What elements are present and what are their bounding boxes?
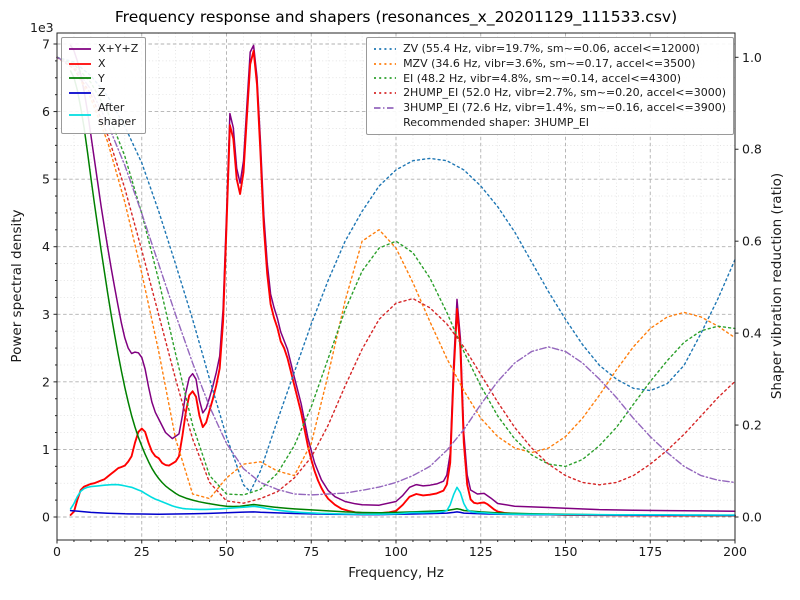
x-tick-label: 0	[53, 544, 61, 559]
x-tick-label: 25	[134, 544, 150, 559]
legend-line-sample	[374, 48, 397, 50]
legend-entry-y: Y	[68, 72, 138, 86]
legend-line-sample	[374, 107, 397, 109]
legend-label-recommendation: Recommended shaper: 3HUMP_EI	[403, 115, 590, 129]
series-group	[56, 44, 736, 517]
chart-title: Frequency response and shapers (resonanc…	[114, 8, 678, 26]
legend-label-ei: EI (48.2 Hz, vibr=4.8%, sm~=0.14, accel<…	[403, 71, 682, 85]
legend-label-xyz: X+Y+Z	[98, 42, 139, 55]
ticks	[53, 43, 739, 544]
legend-entry-3hump_ei: 3HUMP_EI (72.6 Hz, vibr=1.4%, sm~=0.16, …	[373, 101, 726, 115]
legend-entry-mzv: MZV (34.6 Hz, vibr=3.6%, sm~=0.17, accel…	[373, 57, 726, 71]
legend-entry-ei: EI (48.2 Hz, vibr=4.8%, sm~=0.14, accel<…	[373, 72, 726, 86]
tick-labels: 0 25 50 75 100 125 150 175 200 0 1 2 3 4 5 6 7 0.0 0.2 0.4 0…	[42, 37, 762, 560]
series-2hump_ei-line	[56, 56, 736, 504]
x-tick-label: 175	[638, 544, 662, 559]
x-axis-label: Frequency, Hz	[348, 565, 444, 581]
series-x-line	[69, 49, 736, 517]
y-right-tick-label: 1.0	[742, 50, 762, 65]
y-right-tick-label: 0.6	[742, 234, 762, 249]
legend-label-zv: ZV (55.4 Hz, vibr=19.7%, sm~=0.06, accel…	[403, 42, 700, 55]
series-y-line	[69, 70, 736, 517]
legend-line-sample	[69, 77, 91, 80]
y-left-tick-label: 6	[42, 104, 50, 119]
legend-line-sample	[69, 48, 91, 50]
legend-label-y: Y	[98, 71, 105, 85]
legend-entry-2hump_ei: 2HUMP_EI (52.0 Hz, vibr=2.7%, sm~=0.20, …	[373, 86, 726, 100]
legend-label-z: Z	[98, 86, 106, 100]
series-3hump_ei-line	[56, 56, 736, 496]
series-zv-line	[56, 56, 736, 493]
x-tick-label: 125	[469, 544, 493, 559]
legend-line-sample	[374, 62, 397, 65]
legend-entry-xyz: X+Y+Z	[68, 42, 138, 56]
x-tick-label: 75	[303, 544, 319, 559]
y-right-tick-label: 0.0	[742, 510, 762, 525]
x-tick-label: 50	[219, 544, 235, 559]
y-right-tick-label: 0.8	[742, 142, 762, 157]
legend-line-sample	[373, 118, 397, 128]
x-tick-label: 100	[384, 544, 408, 559]
legend-line-sample	[374, 92, 397, 94]
y-axis-label-right: Shaper vibration reduction (ratio)	[769, 172, 785, 400]
y-left-tick-label: 3	[42, 307, 50, 322]
y-left-tick-label: 2	[42, 374, 50, 389]
y-left-tick-label: 7	[42, 37, 50, 52]
x-tick-label: 200	[723, 544, 747, 559]
legend-entry-zv: ZV (55.4 Hz, vibr=19.7%, sm~=0.06, accel…	[373, 42, 726, 56]
legend-line-sample	[69, 113, 91, 116]
legend-entry-x: X	[68, 57, 138, 71]
legend-line-sample	[69, 92, 91, 94]
legend-line-sample	[69, 62, 91, 65]
y-axis-label-left: Power spectral density	[9, 209, 25, 363]
legend-label-3hump_ei: 3HUMP_EI (72.6 Hz, vibr=1.4%, sm~=0.16, …	[403, 101, 726, 114]
legend-label-mzv: MZV (34.6 Hz, vibr=3.6%, sm~=0.17, accel…	[403, 56, 696, 70]
y-left-tick-label: 4	[42, 239, 50, 254]
y-left-tick-label: 0	[42, 510, 50, 525]
legend-line-sample	[374, 77, 397, 80]
series-mzv-line	[56, 56, 736, 500]
x-tick-label: 150	[554, 544, 578, 559]
y-left-tick-label: 1	[42, 442, 50, 457]
legend-entry-recommendation: Recommended shaper: 3HUMP_EI	[373, 116, 726, 130]
legend-shapers: ZV (55.4 Hz, vibr=19.7%, sm~=0.06, accel…	[366, 37, 734, 135]
series-ei-line	[56, 56, 736, 496]
legend-label-after_shaper: After shaper	[98, 101, 136, 128]
legend-label-2hump_ei: 2HUMP_EI (52.0 Hz, vibr=2.7%, sm~=0.20, …	[403, 86, 726, 100]
series-after_shaper-line	[69, 483, 736, 516]
y-axis-offset-text: 1e3	[30, 20, 54, 35]
y-right-tick-label: 0.2	[742, 418, 762, 433]
legend-label-x: X	[98, 56, 106, 70]
y-right-tick-label: 0.4	[742, 326, 762, 341]
legend-entry-after_shaper: After shaper	[68, 101, 138, 129]
y-left-tick-label: 5	[42, 172, 50, 187]
legend-psd: X+Y+Z X Y Z After shaper	[61, 37, 147, 134]
legend-entry-z: Z	[68, 86, 138, 100]
